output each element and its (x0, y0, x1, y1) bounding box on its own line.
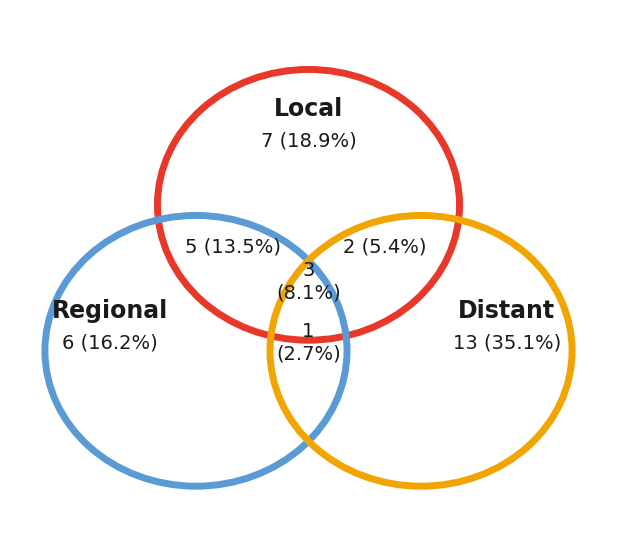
Text: Regional: Regional (52, 299, 168, 323)
Text: Distant: Distant (458, 299, 555, 323)
Text: 3
(8.1%): 3 (8.1%) (276, 262, 341, 302)
Text: Local: Local (274, 97, 343, 121)
Text: 1
(2.7%): 1 (2.7%) (276, 322, 341, 363)
Text: 6 (16.2%): 6 (16.2%) (62, 333, 158, 352)
Text: 13 (35.1%): 13 (35.1%) (453, 333, 561, 352)
Text: 7 (18.9%): 7 (18.9%) (260, 132, 357, 150)
Text: 2 (5.4%): 2 (5.4%) (342, 238, 426, 257)
Text: 5 (13.5%): 5 (13.5%) (184, 238, 281, 257)
